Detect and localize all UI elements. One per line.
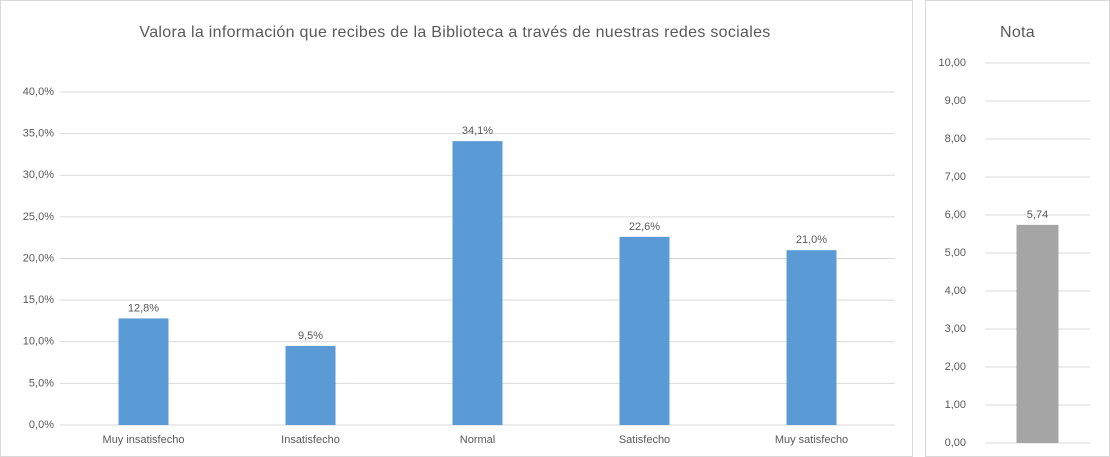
value-label: 9,5%	[298, 330, 323, 342]
chart-title: Nota	[1000, 24, 1035, 41]
y-tick-label: 2,00	[945, 361, 966, 373]
bar	[452, 141, 503, 425]
y-tick-label: 1,00	[945, 399, 966, 411]
x-tick-label: Muy insatisfecho	[103, 434, 185, 446]
y-tick-label: 0,00	[945, 437, 966, 449]
y-tick-label: 9,00	[945, 95, 966, 107]
bar	[786, 250, 837, 425]
value-label: 22,6%	[629, 221, 660, 233]
y-tick-label: 8,00	[945, 133, 966, 145]
x-tick-label: Normal	[460, 434, 495, 446]
value-label: 21,0%	[796, 234, 827, 246]
y-tick-label: 30,0%	[23, 169, 54, 181]
value-label: 5,74	[1027, 209, 1048, 221]
y-tick-label: 35,0%	[23, 128, 54, 140]
y-tick-label: 6,00	[945, 209, 966, 221]
y-tick-label: 5,00	[945, 247, 966, 259]
y-tick-label: 10,00	[938, 57, 966, 69]
y-tick-label: 25,0%	[23, 211, 54, 223]
x-tick-label: Insatisfecho	[281, 434, 340, 446]
y-tick-label: 3,00	[945, 323, 966, 335]
chart-title: Valora la información que recibes de la …	[139, 24, 771, 41]
y-tick-label: 4,00	[945, 285, 966, 297]
y-tick-label: 7,00	[945, 171, 966, 183]
y-tick-label: 5,0%	[29, 377, 54, 389]
y-tick-label: 40,0%	[23, 86, 54, 98]
y-tick-label: 20,0%	[23, 252, 54, 264]
x-tick-label: Satisfecho	[619, 434, 670, 446]
bar	[1016, 224, 1059, 443]
y-tick-label: 15,0%	[23, 294, 54, 306]
value-label: 12,8%	[128, 302, 159, 314]
value-label: 34,1%	[462, 125, 493, 137]
y-tick-label: 10,0%	[23, 336, 54, 348]
y-tick-label: 0,0%	[29, 419, 54, 431]
bar	[285, 345, 336, 425]
x-tick-label: Muy satisfecho	[775, 434, 848, 446]
bar	[619, 236, 670, 425]
bar	[118, 318, 169, 425]
